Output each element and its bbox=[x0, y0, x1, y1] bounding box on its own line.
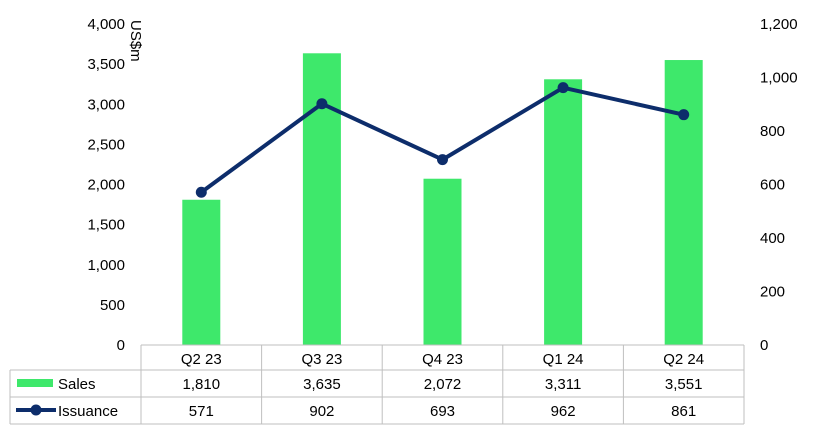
axes: 0 500 1,000 1,500 2,000 2,500 3,000 3,500 4,000 0… bbox=[87, 16, 797, 354]
x-tick-label: Q2 24 bbox=[663, 351, 704, 368]
y-tick-label: 1,500 bbox=[87, 217, 125, 234]
x-tick-label: Q3 23 bbox=[301, 351, 342, 368]
y2-tick-label: 0 bbox=[760, 337, 768, 354]
sales-data-label: 3,311 bbox=[545, 376, 581, 393]
x-tick-label: Q4 23 bbox=[422, 351, 463, 368]
data-table: Q2 23 Q3 23 Q4 23 Q1 24 Q2 24 Sales Issuance 1,… bbox=[9, 344, 745, 425]
y-tick-label: 3,500 bbox=[87, 56, 125, 73]
y2-tick-label: 600 bbox=[760, 177, 785, 194]
y-tick-label: 4,000 bbox=[87, 16, 125, 33]
y2-tick-label: 400 bbox=[760, 230, 785, 247]
sales-bar bbox=[302, 53, 341, 345]
issuance-legend-marker bbox=[30, 404, 42, 416]
issuance-line bbox=[195, 82, 690, 198]
sales-legend-key bbox=[17, 379, 53, 387]
issuance-point bbox=[437, 154, 448, 166]
issuance-point bbox=[678, 109, 690, 121]
sales-data-label: 1,810 bbox=[183, 376, 221, 393]
issuance-data-label: 902 bbox=[309, 403, 334, 420]
sales-legend-label: Sales bbox=[58, 376, 96, 393]
sales-bar bbox=[182, 199, 221, 345]
y-axis-label: US$m bbox=[127, 20, 144, 62]
sales-data-label: 3,551 bbox=[665, 376, 703, 393]
issuance-legend-label: Issuance bbox=[58, 403, 118, 420]
y2-tick-label: 1,200 bbox=[760, 16, 798, 33]
y2-tick-label: 800 bbox=[760, 123, 785, 140]
x-tick-label: Q2 23 bbox=[181, 351, 222, 368]
y-tick-label: 500 bbox=[100, 297, 125, 314]
y2-tick-label: 1,000 bbox=[760, 70, 798, 87]
y-tick-label: 3,000 bbox=[87, 96, 125, 113]
y-tick-label: 2,000 bbox=[87, 177, 125, 194]
issuance-point bbox=[316, 98, 328, 110]
x-tick-label: Q1 24 bbox=[543, 351, 584, 368]
sales-bar bbox=[423, 178, 462, 345]
y-tick-label: 0 bbox=[117, 337, 125, 354]
issuance-data-label: 571 bbox=[189, 403, 214, 420]
issuance-point bbox=[195, 186, 207, 198]
y-tick-label: 1,000 bbox=[87, 257, 125, 274]
sales-data-label: 3,635 bbox=[303, 376, 341, 393]
sales-bar bbox=[544, 79, 583, 346]
issuance-data-label: 693 bbox=[430, 403, 455, 420]
sales-bars bbox=[182, 53, 703, 346]
issuance-series-line bbox=[200, 85, 685, 194]
y2-tick-label: 200 bbox=[760, 284, 785, 301]
y-tick-label: 2,500 bbox=[87, 136, 125, 153]
sales-data-label: 2,072 bbox=[424, 376, 462, 393]
issuance-point bbox=[557, 82, 569, 94]
issuance-data-label: 962 bbox=[551, 403, 576, 420]
sales-bar bbox=[664, 60, 703, 345]
issuance-data-label: 861 bbox=[671, 403, 696, 420]
